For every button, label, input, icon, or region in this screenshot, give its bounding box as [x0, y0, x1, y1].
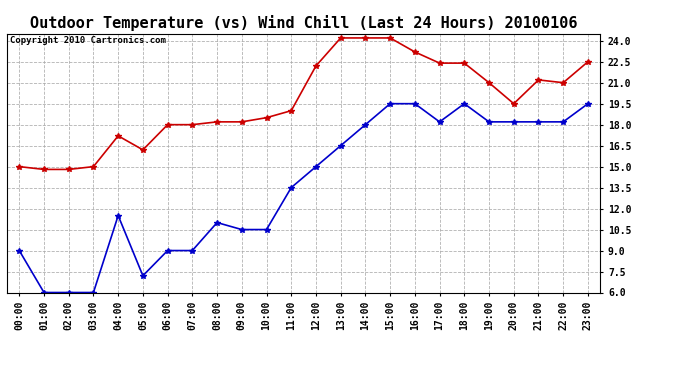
Text: Outdoor Temperature (vs) Wind Chill (Last 24 Hours) 20100106: Outdoor Temperature (vs) Wind Chill (Las… — [30, 15, 578, 31]
Text: Copyright 2010 Cartronics.com: Copyright 2010 Cartronics.com — [10, 36, 166, 45]
